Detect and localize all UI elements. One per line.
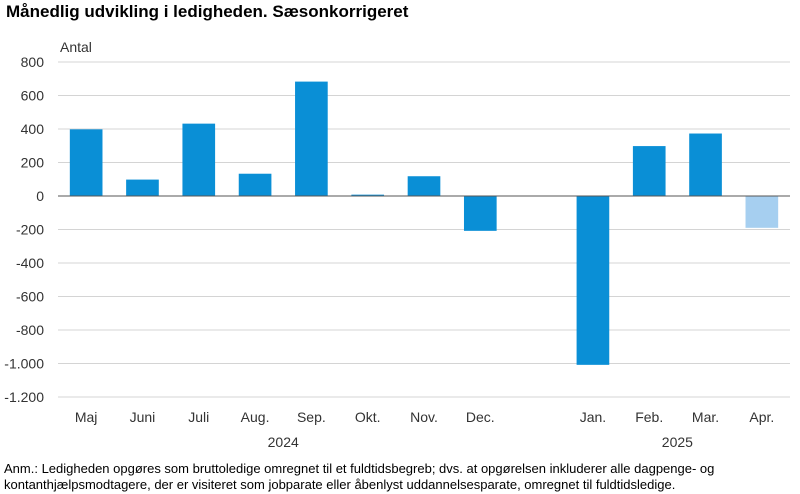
bar [182, 123, 216, 196]
x-tick-label: Okt. [355, 409, 381, 425]
bar [463, 196, 497, 231]
gridlines [58, 61, 790, 398]
x-tick-label: Nov. [410, 409, 438, 425]
bar-chart: 800 600 400 200 0 -200 -400 -600 -800 -1.000 -1.20… [4, 39, 790, 450]
footnote: Anm.: Ledigheden opgøres som bruttoledig… [4, 461, 715, 492]
y-tick-label: 400 [21, 121, 45, 137]
bar [407, 176, 441, 196]
x-tick-label: Aug. [241, 409, 270, 425]
y-tick-label: 200 [21, 155, 45, 171]
bar [576, 196, 610, 365]
year-label: 2024 [268, 434, 299, 450]
bar [351, 194, 385, 196]
x-tick-label: Juli [188, 409, 209, 425]
x-tick-label: Mar. [692, 409, 719, 425]
year-labels: 2024 2025 [268, 434, 694, 450]
y-tick-label: -1.000 [4, 356, 44, 372]
y-axis-ticks: 800 600 400 200 0 -200 -400 -600 -800 -1.000 -1.20… [4, 54, 44, 405]
y-tick-label: 600 [21, 88, 45, 104]
chart-title: Månedlig udvikling i ledigheden. Sæsonko… [6, 2, 409, 21]
y-tick-label: -200 [16, 222, 44, 238]
y-tick-label: 0 [36, 188, 44, 204]
bar [126, 179, 159, 196]
bar [689, 133, 722, 196]
x-tick-label: Dec. [466, 409, 495, 425]
bar [238, 173, 272, 196]
x-tick-label: Feb. [635, 409, 663, 425]
y-tick-label: 800 [21, 54, 45, 70]
x-tick-label: Apr. [749, 409, 774, 425]
x-tick-label: Juni [130, 409, 156, 425]
y-axis-label: Antal [60, 39, 92, 55]
y-tick-label: -1.200 [4, 389, 44, 405]
x-tick-label: Sep. [297, 409, 326, 425]
y-tick-label: -400 [16, 255, 44, 271]
y-tick-label: -600 [16, 289, 44, 305]
bar [745, 196, 779, 228]
x-tick-label: Maj [75, 409, 98, 425]
bar [295, 81, 328, 196]
x-axis-ticks: Maj Juni Juli Aug. Sep. Okt. Nov. Dec. Jan. Feb. M… [75, 409, 774, 425]
y-tick-label: -800 [16, 322, 44, 338]
bars [69, 81, 779, 365]
bar [69, 129, 103, 196]
bar [632, 146, 666, 196]
x-tick-label: Jan. [580, 409, 606, 425]
year-label: 2025 [662, 434, 693, 450]
